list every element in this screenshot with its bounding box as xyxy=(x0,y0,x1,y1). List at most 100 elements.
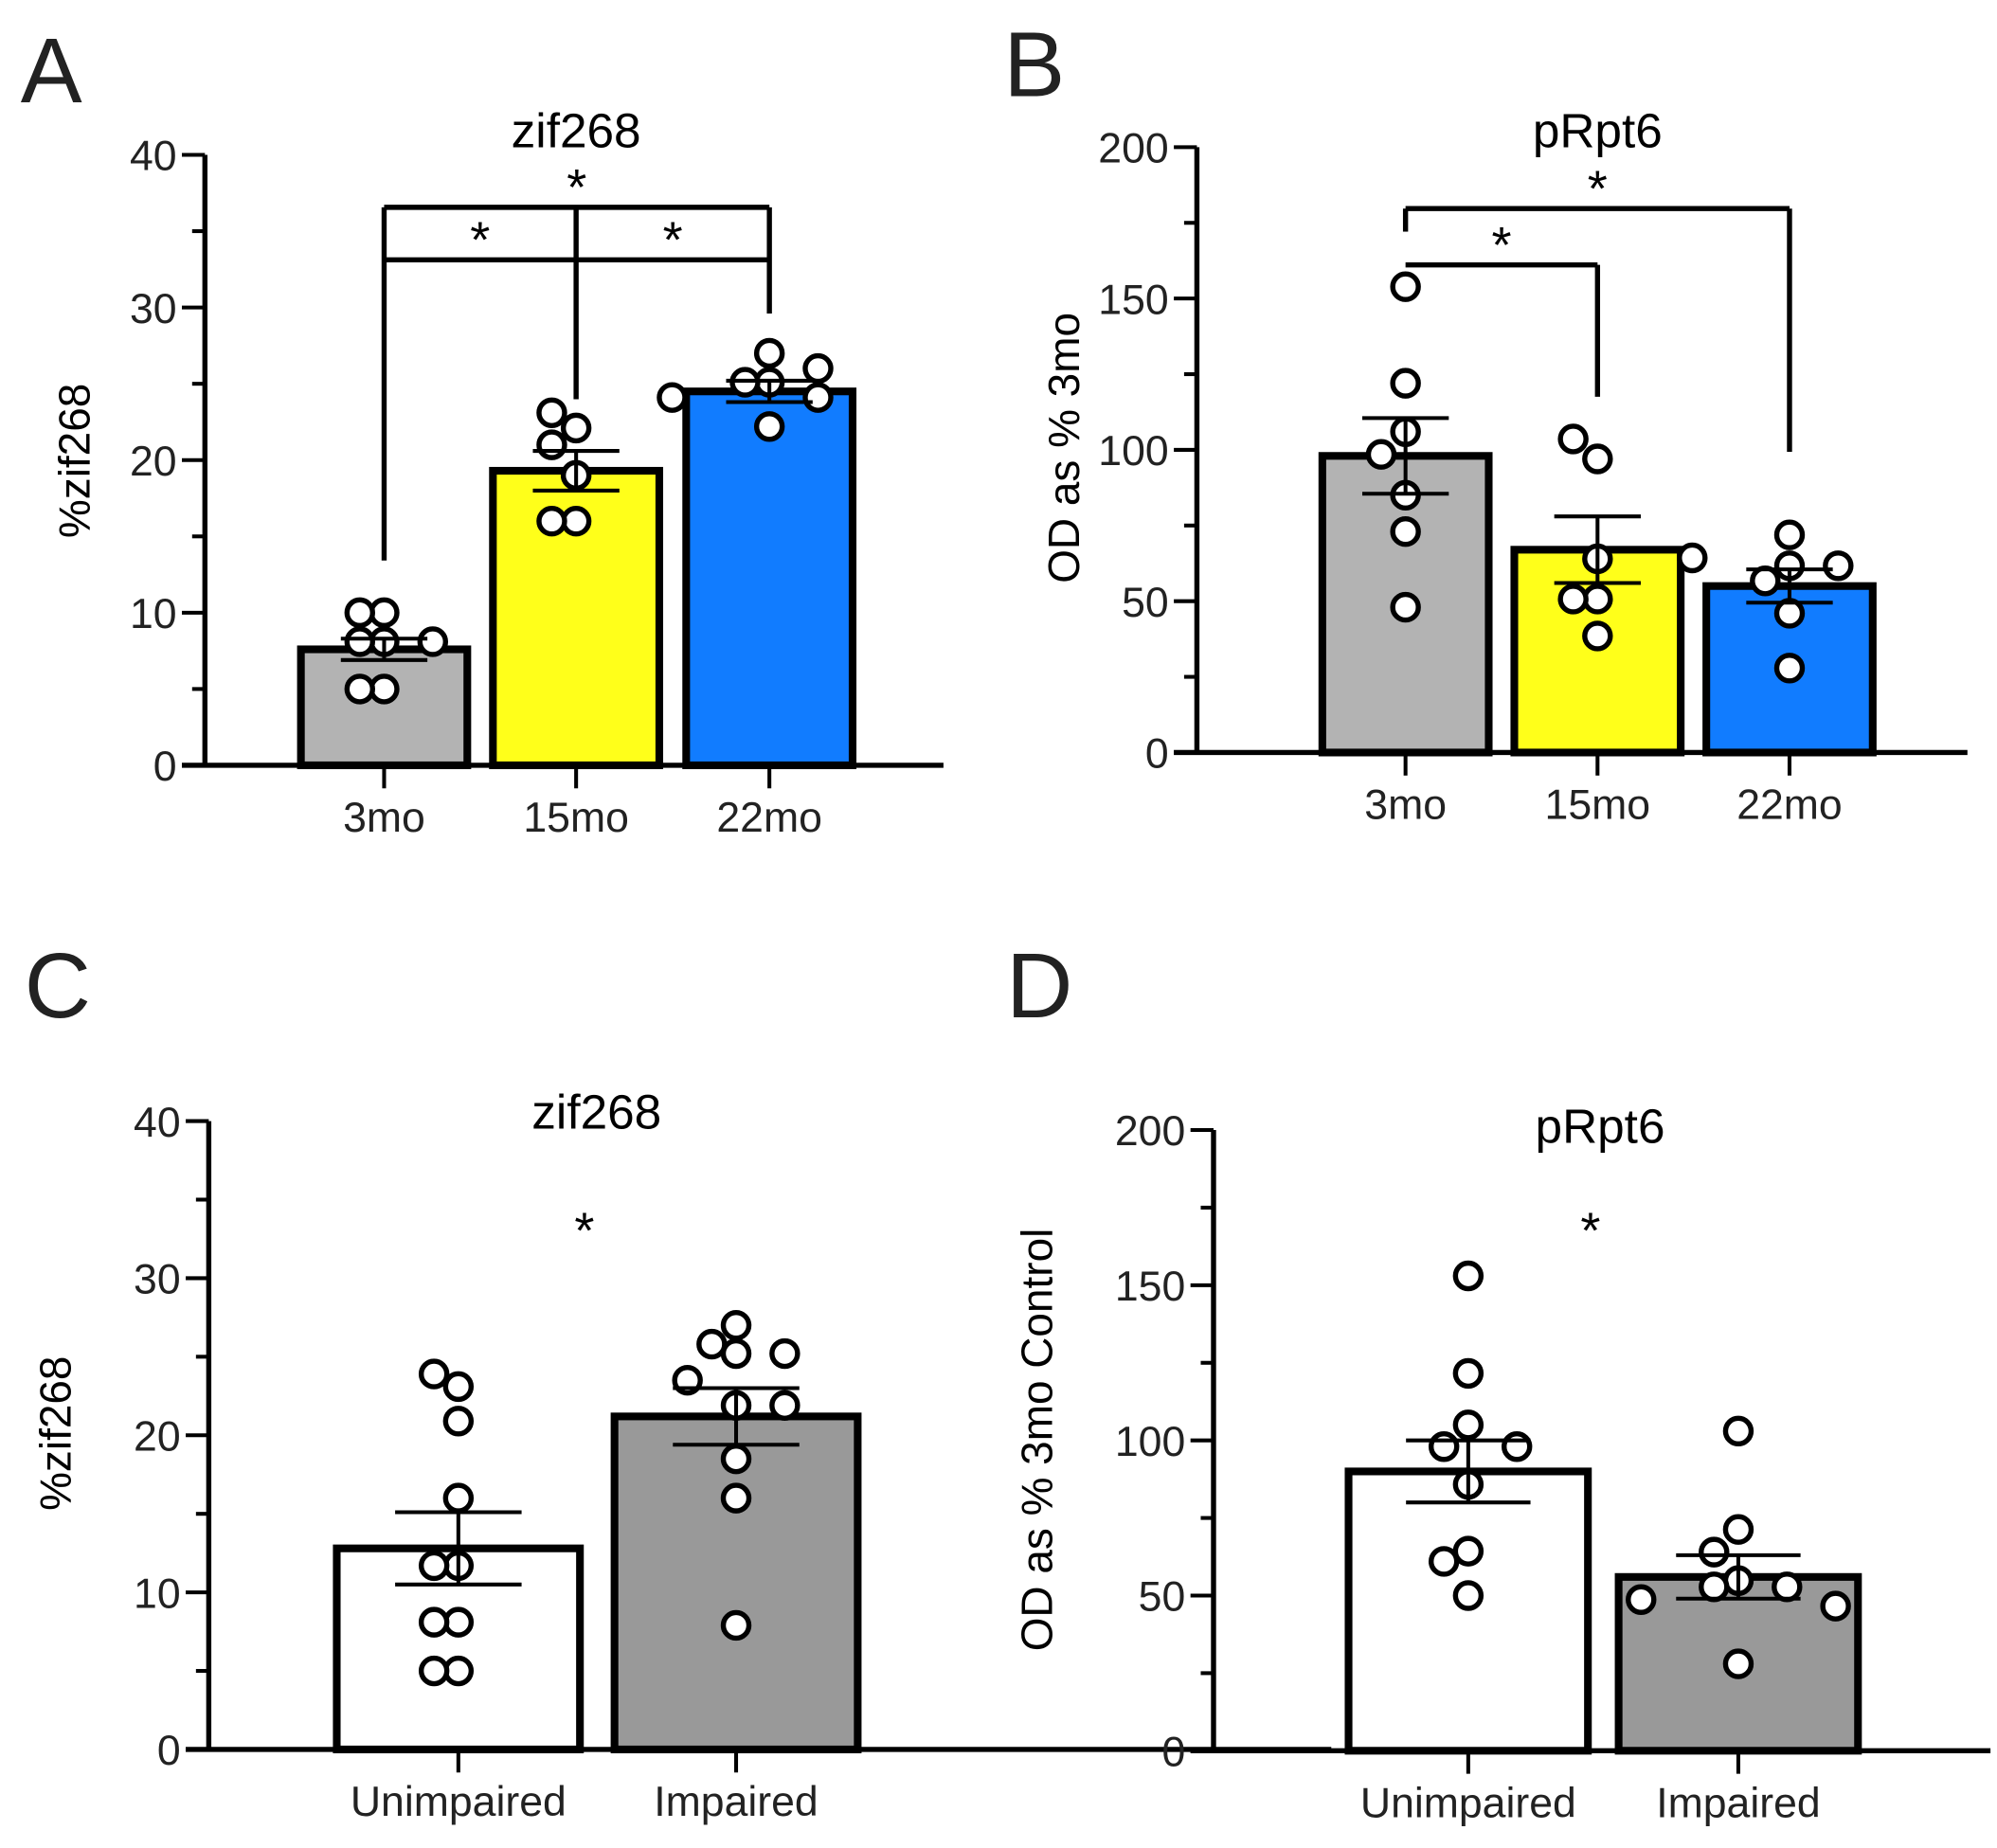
x-tick-label: 22mo xyxy=(1736,782,1843,829)
data-point xyxy=(418,1655,450,1687)
data-point xyxy=(344,673,376,705)
data-point xyxy=(1390,368,1421,399)
x-tick-label: 15mo xyxy=(523,795,629,841)
panel-label: D xyxy=(1006,934,1072,1037)
data-point xyxy=(1501,1431,1533,1462)
y-axis-label: %zif268 xyxy=(30,1356,80,1511)
data-point xyxy=(1452,1357,1484,1390)
data-point xyxy=(417,626,449,657)
y-tick-label: 40 xyxy=(130,134,177,180)
data-point xyxy=(720,1443,752,1475)
y-tick-label: 200 xyxy=(1115,1108,1185,1155)
data-point xyxy=(418,1550,450,1582)
data-point xyxy=(344,597,376,629)
significance-star: * xyxy=(1580,1202,1600,1259)
data-point xyxy=(1452,1409,1484,1441)
data-point xyxy=(1677,542,1708,574)
y-tick-label: 100 xyxy=(1115,1419,1185,1465)
x-tick-label: Unimpaired xyxy=(1360,1781,1576,1827)
y-tick-label: 0 xyxy=(1145,731,1169,778)
data-point xyxy=(1823,550,1854,582)
y-axis-label: %zif268 xyxy=(50,384,99,538)
data-point xyxy=(802,382,834,413)
data-point xyxy=(1390,515,1421,547)
data-point xyxy=(1722,1648,1754,1679)
data-point xyxy=(1773,519,1806,550)
x-tick-label: 15mo xyxy=(1545,782,1651,829)
data-point xyxy=(560,412,592,444)
y-tick-label: 20 xyxy=(134,1413,181,1460)
chart-title: zif268 xyxy=(531,1085,661,1139)
data-point xyxy=(1452,1580,1484,1611)
y-tick-label: 20 xyxy=(130,439,177,485)
chart-title: pRpt6 xyxy=(1533,103,1663,157)
y-tick-label: 40 xyxy=(134,1100,181,1146)
bar-22mo xyxy=(682,387,857,770)
x-tick-label: 22mo xyxy=(716,795,822,841)
x-tick-label: Impaired xyxy=(654,1779,818,1825)
data-point xyxy=(1722,1514,1754,1545)
bar-unimpaired xyxy=(1344,1467,1592,1755)
data-point xyxy=(769,1390,801,1421)
x-tick-label: 3mo xyxy=(1364,782,1447,829)
y-tick-label: 10 xyxy=(134,1570,181,1617)
data-point xyxy=(1557,583,1589,615)
data-point xyxy=(442,1482,475,1514)
data-point xyxy=(1699,1571,1730,1603)
data-point xyxy=(536,429,567,460)
y-tick-label: 150 xyxy=(1115,1264,1185,1310)
data-point xyxy=(1452,1260,1484,1292)
y-tick-label: 10 xyxy=(130,591,177,637)
data-point xyxy=(753,337,785,369)
data-point xyxy=(1428,1431,1460,1462)
data-point xyxy=(720,1337,752,1370)
data-point xyxy=(1557,423,1589,455)
y-tick-label: 150 xyxy=(1098,277,1168,323)
data-point xyxy=(696,1328,728,1360)
data-point xyxy=(344,626,376,657)
y-tick-label: 50 xyxy=(1139,1574,1186,1621)
data-point xyxy=(418,1606,450,1638)
y-axis-label: OD as % 3mo Control xyxy=(1013,1229,1062,1652)
y-tick-label: 30 xyxy=(134,1257,181,1303)
data-point xyxy=(1390,271,1421,302)
y-tick-label: 30 xyxy=(130,286,177,332)
significance-star: * xyxy=(1588,161,1608,218)
data-point xyxy=(536,505,567,537)
data-point xyxy=(536,397,567,428)
data-point xyxy=(1390,591,1421,623)
chart-title: pRpt6 xyxy=(1536,1100,1665,1154)
data-point xyxy=(1626,1584,1657,1615)
data-point xyxy=(1772,1571,1803,1603)
y-tick-label: 0 xyxy=(157,1728,181,1774)
data-point xyxy=(1582,443,1613,475)
data-point xyxy=(1582,620,1613,652)
data-point xyxy=(1820,1590,1851,1622)
significance-star: * xyxy=(574,1202,594,1259)
data-point xyxy=(769,1337,801,1370)
significance-star: * xyxy=(1491,217,1511,274)
significance-star: * xyxy=(567,159,586,216)
data-point xyxy=(560,505,592,537)
data-point xyxy=(1365,439,1397,470)
significance-star: * xyxy=(663,212,683,269)
data-point xyxy=(418,1358,450,1390)
y-tick-label: 200 xyxy=(1098,126,1168,172)
y-tick-label: 0 xyxy=(153,744,177,790)
bar-3mo xyxy=(297,645,472,770)
significance-star: * xyxy=(470,212,490,269)
panel-label: B xyxy=(1003,12,1065,116)
x-tick-label: Unimpaired xyxy=(351,1779,567,1825)
y-tick-label: 100 xyxy=(1098,428,1168,475)
data-point xyxy=(657,382,688,413)
chart-title: zif268 xyxy=(512,103,641,157)
data-point xyxy=(1452,1535,1484,1567)
data-point xyxy=(753,411,785,442)
y-axis-label: OD as % 3mo xyxy=(1039,313,1088,583)
x-tick-label: 3mo xyxy=(343,795,425,841)
data-point xyxy=(720,1309,752,1341)
